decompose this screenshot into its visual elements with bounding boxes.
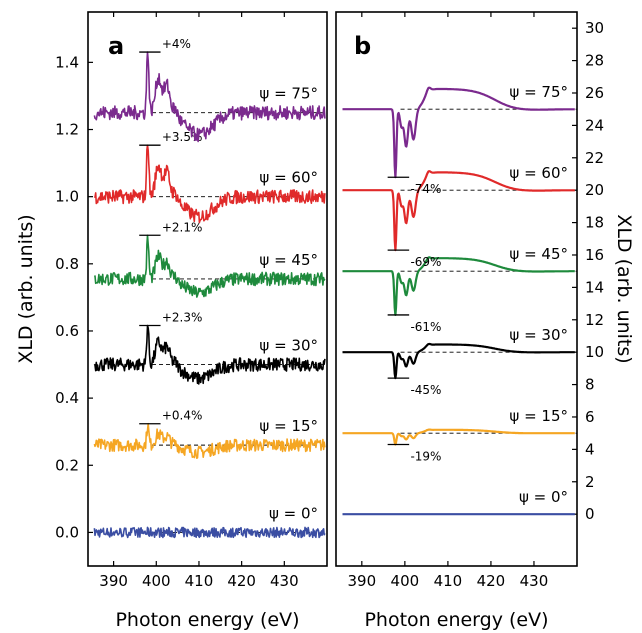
plot-frame xyxy=(87,11,328,567)
y-tick-label: 22 xyxy=(585,149,604,167)
series-label: ψ = 15° xyxy=(259,417,318,435)
y-tick-label: 6 xyxy=(585,408,595,426)
y-tick-label: 0.2 xyxy=(55,456,79,474)
y-axis-title: XLD (arb. units) xyxy=(613,214,635,363)
series-line xyxy=(93,526,326,539)
x-tick-label: 390 xyxy=(99,572,128,590)
peak-label: +2.1% xyxy=(162,220,203,234)
y-axis-title: XLD (arb. units) xyxy=(15,214,37,363)
peak-label: +0.4% xyxy=(162,409,203,423)
plot-frame xyxy=(335,11,578,567)
panel-b: 390 400 410 420 4300246810121416182022242628… xyxy=(335,11,635,631)
series-label: ψ = 30° xyxy=(509,326,568,344)
y-tick-label: 0.0 xyxy=(55,523,79,541)
series-label: ψ = 75° xyxy=(259,85,318,103)
peak-label: +2.3% xyxy=(162,310,203,324)
y-tick-label: 0.8 xyxy=(55,255,79,273)
x-tick-label: 410 xyxy=(185,572,214,590)
y-tick-label: 2 xyxy=(585,473,595,491)
series-line xyxy=(93,422,326,459)
peak-label: -19% xyxy=(410,450,441,464)
series-line xyxy=(93,234,326,298)
y-tick-label: 1.4 xyxy=(55,53,79,71)
y-tick-label: 0.6 xyxy=(55,322,79,340)
y-tick-label: 14 xyxy=(585,278,604,296)
y-tick-label: 1.2 xyxy=(55,121,79,139)
y-tick-label: 28 xyxy=(585,52,604,70)
series-label: ψ = 60° xyxy=(509,164,568,182)
x-tick-label: 430 xyxy=(520,572,549,590)
panel-a: 390 400 410 420 430 0.0 0.2 0.4 0.6 0.8 1.0 1.2 1.4 P… xyxy=(15,11,328,631)
x-tick-label: 400 xyxy=(391,572,420,590)
x-tick-label: 410 xyxy=(434,572,463,590)
panel-letter: b xyxy=(354,32,371,60)
series-label: ψ = 0° xyxy=(519,488,568,506)
x-axis-title: Photon energy (eV) xyxy=(364,609,548,631)
y-tick-label: 0.4 xyxy=(55,389,79,407)
y-tick-label: 18 xyxy=(585,214,604,232)
series-label: ψ = 45° xyxy=(259,251,318,269)
peak-label: -45% xyxy=(410,383,441,397)
y-tick-label: 8 xyxy=(585,376,595,394)
y-tick-label: 0 xyxy=(585,505,595,523)
series-line xyxy=(342,428,576,446)
y-tick-label: 20 xyxy=(585,181,604,199)
series-line xyxy=(93,51,326,143)
x-tick-label: 400 xyxy=(142,572,171,590)
series-line xyxy=(342,256,576,316)
series-label: ψ = 45° xyxy=(509,245,568,263)
series-line xyxy=(342,170,576,252)
x-tick-label: 420 xyxy=(227,572,256,590)
series-line xyxy=(342,86,576,179)
peak-label: -69% xyxy=(410,255,441,269)
y-tick-label: 12 xyxy=(585,311,604,329)
x-tick-label: 430 xyxy=(270,572,299,590)
series-label: ψ = 30° xyxy=(259,337,318,355)
y-tick-label: 1.0 xyxy=(55,188,79,206)
y-tick-label: 26 xyxy=(585,84,604,102)
y-tick-label: 4 xyxy=(585,440,595,458)
x-tick-label: 390 xyxy=(348,572,377,590)
series-label: ψ = 60° xyxy=(259,169,318,187)
x-axis-title: Photon energy (eV) xyxy=(115,609,299,631)
series-label: ψ = 75° xyxy=(509,83,568,101)
series-line xyxy=(342,342,576,380)
y-tick-label: 30 xyxy=(585,19,604,37)
series-line xyxy=(93,144,326,224)
y-tick-label: 24 xyxy=(585,116,604,134)
series-label: ψ = 15° xyxy=(509,407,568,425)
y-tick-label: 16 xyxy=(585,246,604,264)
peak-label: -74% xyxy=(410,182,441,196)
panel-letter: a xyxy=(108,32,124,60)
series-line xyxy=(93,324,326,385)
peak-label: -61% xyxy=(410,320,441,334)
series-label: ψ = 0° xyxy=(269,504,318,522)
peak-label: +4% xyxy=(162,37,191,51)
y-tick-label: 10 xyxy=(585,343,604,361)
x-tick-label: 420 xyxy=(477,572,506,590)
